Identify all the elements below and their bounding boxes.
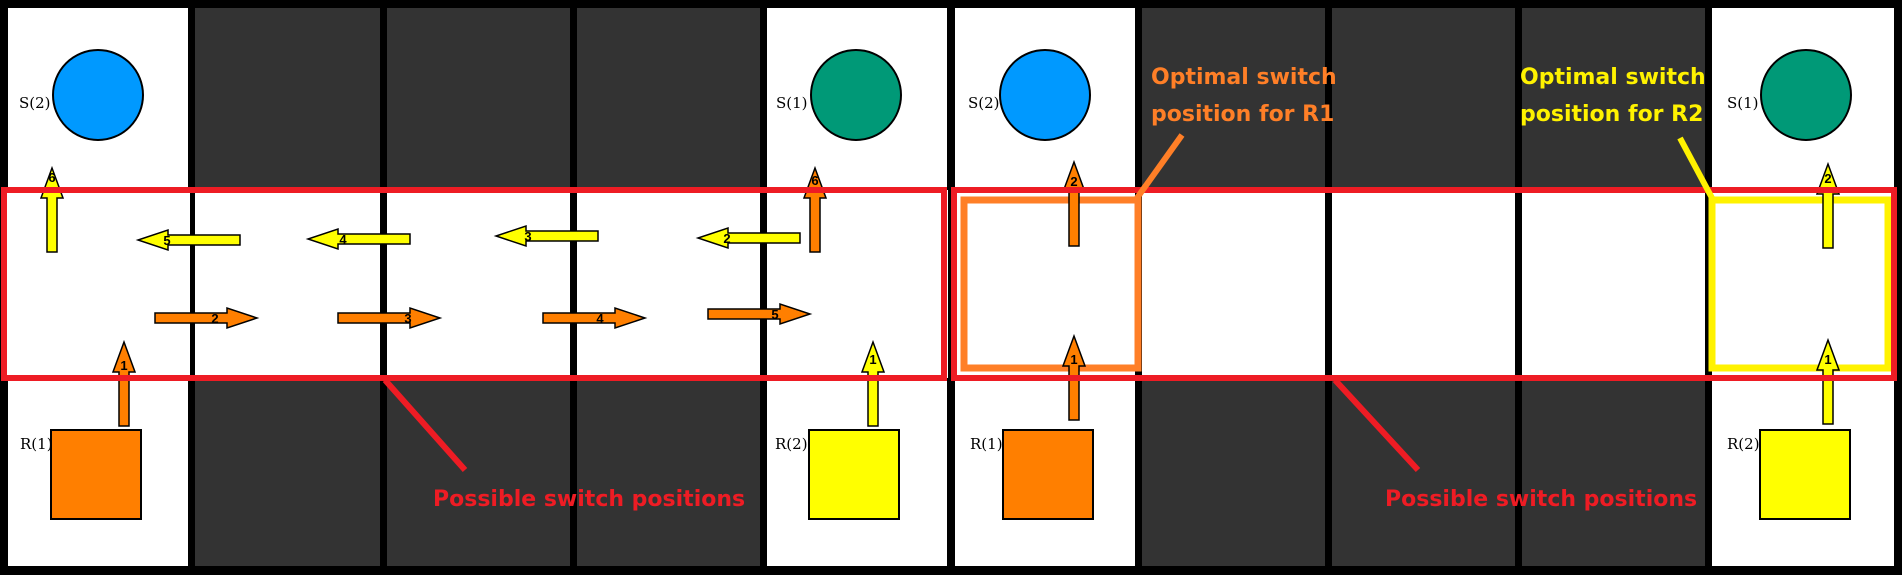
robot-r2 [1759,429,1851,520]
corridor [4,190,948,378]
orange-route: 1 2 3 4 5 6 [112,167,827,427]
r1-annotation-pointer [1134,133,1185,200]
right-panel: S(2) S(1) R(1) R(2) 1 2 1 2 Possible swi… [951,8,1897,566]
switch-positions-caption: Possible switch positions [433,487,745,512]
robot-r1-label: R(1) [970,435,1003,453]
corridor [954,190,1897,378]
yellow-step-1-label: 1 [1824,352,1831,367]
r1-optimal-switch-box [960,196,1142,372]
corridor-divider [380,190,387,378]
station-s1-label: S(1) [1727,94,1759,112]
r1-optimal-label-line-2: position for R1 [1151,102,1334,127]
robot-r1 [50,429,142,520]
corridor-divider [1515,190,1522,378]
yellow-step-2-label: 2 [723,231,730,246]
robot-r2 [808,429,900,520]
yellow-step-6-label: 6 [48,170,55,185]
orange-step-1-label: 1 [1070,352,1077,367]
r1-optimal-label-line-1: Optimal switch [1151,65,1337,90]
station-s2 [52,49,144,141]
r2-annotation-pointer [1677,136,1715,200]
switch-positions-outline [951,187,1897,381]
corridor-divider [190,190,195,378]
station-s2-label: S(2) [968,94,1000,112]
corridor-divider [570,190,577,378]
orange-step-1-label: 1 [120,358,127,373]
orange-step-6-label: 6 [811,173,818,188]
robot-r2-label: R(2) [1727,435,1760,453]
yellow-route: 1 2 3 4 5 6 [40,167,885,427]
robot-r2-label: R(2) [775,435,808,453]
station-s2-label: S(2) [19,94,51,112]
orange-step-5-label: 5 [771,307,778,322]
left-panel: S(2) S(1) R(1) R(2) 1 2 3 4 5 6 1 2 [1,8,948,566]
yellow-step-4-label: 4 [339,232,347,247]
yellow-step-3-label: 3 [524,229,531,244]
switch-positions-outline [1,187,947,381]
station-s1 [810,49,902,141]
switch-positions-caption: Possible switch positions [1385,487,1697,512]
yellow-step-2-label: 2 [1824,171,1831,186]
r2-optimal-switch-box [1708,196,1892,372]
corridor-divider [1325,190,1332,378]
station-s1-label: S(1) [776,94,808,112]
yellow-step-1-label: 1 [869,352,876,367]
r2-optimal-label-line-1: Optimal switch [1520,65,1706,90]
caption-pointer [1332,377,1421,473]
station-s1 [1760,49,1852,141]
robot-r1-label: R(1) [20,435,53,453]
orange-step-4-label: 4 [596,311,604,326]
r2-optimal-label-line-2: position for R2 [1520,102,1703,127]
caption-pointer [382,378,468,472]
orange-step-3-label: 3 [404,311,411,326]
robot-r1 [1002,429,1094,520]
orange-route: 1 2 [1062,161,1086,421]
corridor-divider [760,190,767,378]
yellow-route: 1 2 [1816,163,1840,425]
orange-step-2-label: 2 [211,311,218,326]
yellow-step-5-label: 5 [163,233,170,248]
orange-step-2-label: 2 [1070,174,1077,189]
station-s2 [999,49,1091,141]
